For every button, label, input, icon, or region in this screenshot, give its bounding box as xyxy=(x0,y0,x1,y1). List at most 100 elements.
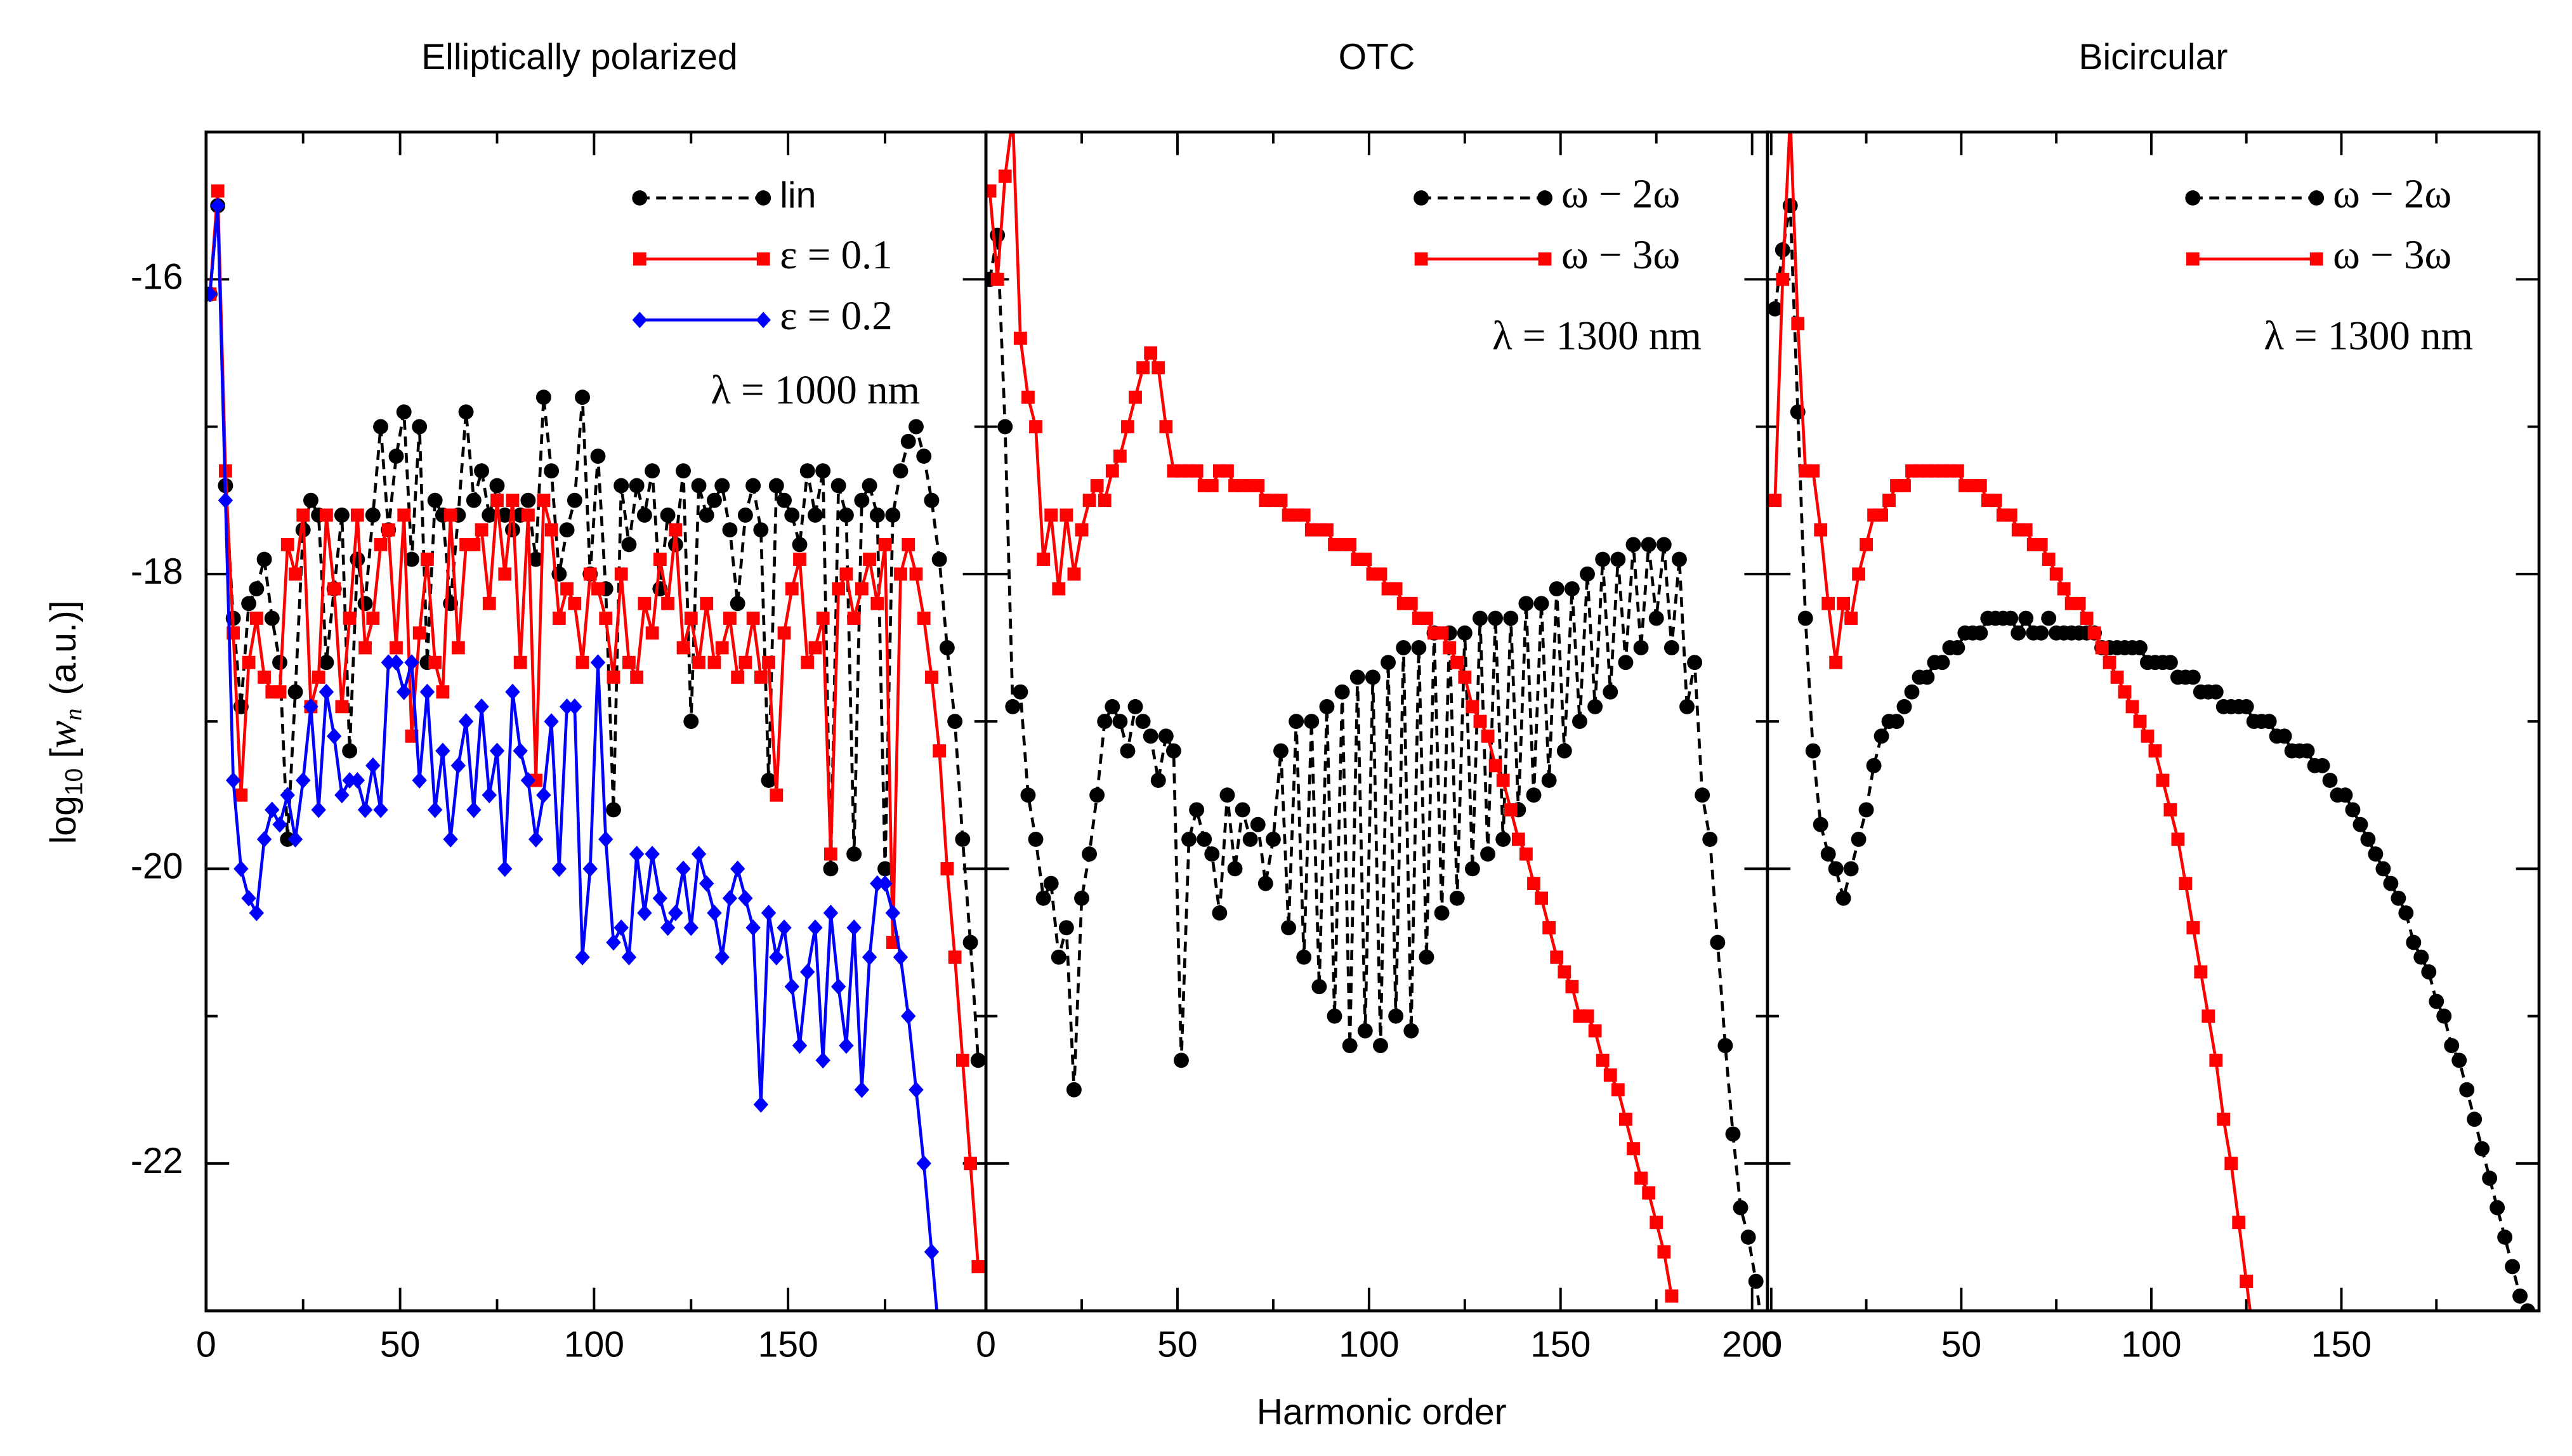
annotation: λ = 1300 nm xyxy=(2264,313,2473,358)
legend-marker xyxy=(2185,190,2201,206)
marker xyxy=(2451,1053,2467,1068)
marker xyxy=(287,830,303,848)
marker xyxy=(2240,1275,2254,1289)
marker xyxy=(931,551,947,567)
marker xyxy=(909,1081,924,1098)
marker xyxy=(754,671,768,684)
marker xyxy=(863,553,876,567)
marker xyxy=(505,683,520,700)
marker xyxy=(1006,110,1020,124)
marker xyxy=(1158,728,1174,744)
marker xyxy=(544,713,559,730)
marker xyxy=(2383,876,2399,891)
marker xyxy=(1121,420,1134,433)
marker xyxy=(1533,596,1549,612)
marker xyxy=(2110,671,2124,684)
marker xyxy=(1843,861,1859,877)
marker xyxy=(652,889,668,907)
marker xyxy=(428,655,442,669)
marker xyxy=(823,905,839,922)
marker xyxy=(1197,831,1212,847)
marker xyxy=(598,830,613,848)
marker xyxy=(2034,537,2048,551)
marker xyxy=(2057,582,2071,596)
marker xyxy=(645,846,660,863)
marker xyxy=(1821,596,1835,610)
marker xyxy=(1641,537,1657,553)
marker xyxy=(2208,684,2224,700)
marker xyxy=(264,610,280,626)
marker xyxy=(832,582,846,596)
y-label-sub: 10 xyxy=(61,768,88,796)
marker xyxy=(318,683,334,700)
legend-marker xyxy=(2309,190,2325,206)
marker xyxy=(2041,610,2057,626)
marker xyxy=(1204,846,1220,862)
marker xyxy=(342,743,358,759)
marker xyxy=(2520,1303,2536,1311)
marker xyxy=(714,948,730,966)
marker xyxy=(660,919,676,936)
marker xyxy=(1733,1200,1749,1216)
marker xyxy=(723,612,737,625)
marker xyxy=(335,700,349,714)
marker xyxy=(1458,671,1472,684)
legend-label: lin xyxy=(780,175,816,216)
marker xyxy=(621,948,637,966)
marker xyxy=(1837,596,1851,610)
marker xyxy=(932,1332,947,1349)
marker xyxy=(303,492,318,508)
marker xyxy=(1791,317,1805,331)
marker xyxy=(1304,714,1320,730)
marker xyxy=(2179,877,2193,890)
marker xyxy=(1657,1245,1671,1259)
marker xyxy=(683,919,699,936)
marker xyxy=(2421,964,2437,980)
marker xyxy=(1365,669,1381,685)
marker xyxy=(2132,640,2148,655)
marker xyxy=(637,905,652,922)
marker xyxy=(808,507,823,523)
marker xyxy=(885,507,901,523)
marker xyxy=(287,684,303,700)
legend-marker xyxy=(756,190,771,206)
marker xyxy=(753,522,769,538)
marker xyxy=(280,537,294,551)
marker xyxy=(513,655,527,669)
marker xyxy=(676,463,691,479)
marker xyxy=(404,654,419,671)
marker xyxy=(343,612,357,625)
marker xyxy=(1580,566,1595,582)
marker xyxy=(1120,743,1136,759)
marker xyxy=(436,685,450,699)
marker xyxy=(334,507,350,523)
marker xyxy=(714,478,730,494)
marker xyxy=(846,846,862,862)
x-tick-label: 0 xyxy=(1761,1324,1781,1365)
marker xyxy=(1311,979,1327,995)
marker xyxy=(715,641,729,655)
x-tick-label: 50 xyxy=(380,1324,421,1365)
marker xyxy=(1858,802,1874,818)
y-label-var-sub: n xyxy=(60,708,87,720)
marker xyxy=(746,612,760,625)
marker xyxy=(2337,787,2353,803)
marker xyxy=(815,1052,830,1069)
marker xyxy=(1603,684,1618,700)
marker xyxy=(365,757,381,774)
marker xyxy=(296,508,310,522)
marker xyxy=(737,507,753,523)
annotation: λ = 1300 nm xyxy=(1492,313,1702,358)
marker xyxy=(373,419,388,435)
marker xyxy=(2156,773,2170,787)
marker xyxy=(528,830,544,848)
marker xyxy=(303,698,318,715)
marker xyxy=(327,582,341,596)
marker xyxy=(497,860,513,877)
legend-label: ω − 3ω xyxy=(1561,232,1680,278)
marker xyxy=(1504,803,1518,817)
marker xyxy=(2011,625,2026,641)
marker xyxy=(443,508,457,522)
marker xyxy=(1805,743,1821,759)
